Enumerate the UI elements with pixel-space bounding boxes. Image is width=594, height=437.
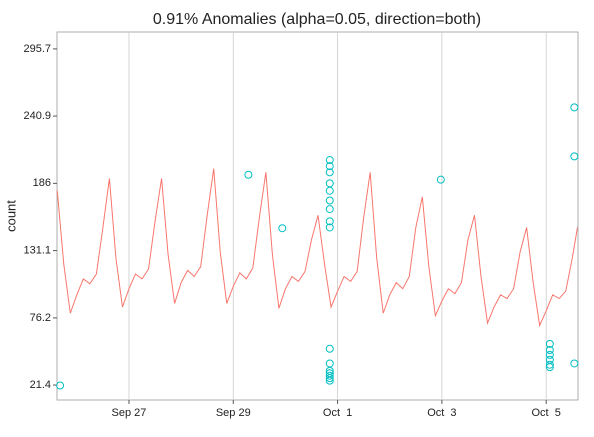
x-tick-label: Oct 3	[427, 407, 456, 419]
anomaly-point	[325, 359, 334, 368]
anomaly-point	[278, 224, 287, 233]
anomaly-point	[325, 168, 334, 177]
x-tick-label: Oct 1	[323, 407, 352, 419]
anomaly-point	[244, 170, 253, 179]
anomaly-point	[570, 152, 579, 161]
anomaly-point	[325, 205, 334, 214]
anomaly-point	[325, 179, 334, 188]
x-tick-label: Oct 5	[532, 407, 561, 419]
anomaly-point	[325, 217, 334, 226]
y-axis-label: count	[3, 200, 18, 232]
y-tick-label: 240.9	[23, 110, 51, 122]
anomaly-point	[545, 360, 554, 369]
anomaly-point	[325, 369, 334, 378]
y-tick-label: 76.2	[30, 312, 51, 324]
anomaly-point	[325, 156, 334, 165]
anomaly-point	[436, 175, 445, 184]
x-tick-label: Sep 29	[216, 407, 251, 419]
y-tick-label: 21.4	[30, 379, 51, 391]
anomaly-point	[325, 371, 334, 380]
anomaly-point	[325, 344, 334, 353]
anomaly-point	[545, 363, 554, 372]
chart-title: 0.91% Anomalies (alpha=0.05, direction=b…	[153, 11, 481, 28]
anomaly-point	[325, 196, 334, 205]
anomaly-point	[325, 162, 334, 171]
anomaly-point	[545, 350, 554, 359]
anomaly-point	[570, 359, 579, 368]
series-line	[56, 168, 578, 328]
x-tick-label: Sep 27	[112, 407, 147, 419]
y-tick-label: 131.1	[23, 245, 51, 257]
anomaly-point	[545, 339, 554, 348]
y-tick-label: 295.7	[23, 43, 51, 55]
anomaly-point	[545, 346, 554, 355]
anomaly-point	[325, 223, 334, 232]
anomaly-point	[570, 103, 579, 112]
anomaly-point	[56, 381, 65, 390]
y-tick-label: 186	[33, 177, 51, 189]
